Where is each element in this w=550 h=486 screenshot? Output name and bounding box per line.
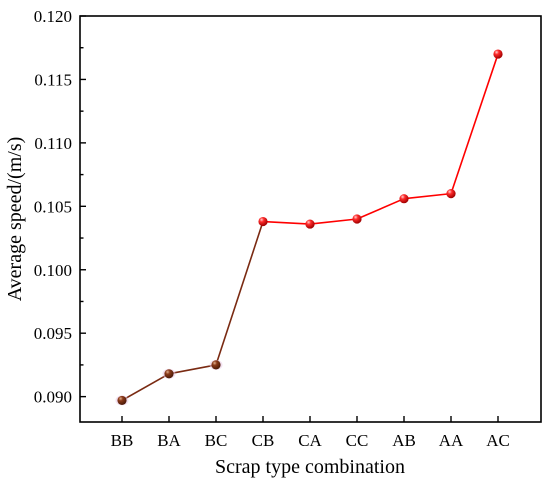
x-axis-title: Scrap type combination [215, 456, 405, 478]
series-line-segment [262, 220, 311, 225]
data-point [258, 216, 268, 227]
x-tick-label: CC [346, 431, 369, 450]
series-line-segment [121, 373, 170, 402]
series-line-segment [450, 53, 499, 194]
x-tick-label: CB [252, 431, 275, 450]
series-layer [121, 53, 499, 402]
x-tick-label: BC [205, 431, 228, 450]
y-tick-label: 0.110 [34, 134, 72, 153]
y-axis-title: Average speed/(m/s) [4, 137, 26, 302]
x-tick-label: AA [439, 431, 464, 450]
data-point [399, 194, 409, 204]
y-tick-label: 0.100 [34, 261, 72, 280]
plot-border [79, 15, 542, 423]
data-point [164, 369, 174, 379]
x-tick-label: BB [111, 431, 134, 450]
y-axis-ticks: 0.090 0.095 0.100 0.105 0.110 0.115 0.120 [34, 7, 86, 407]
data-point [211, 360, 221, 370]
series-line-segment [356, 197, 405, 220]
y-tick-label: 0.115 [34, 70, 72, 89]
series-line-segment [215, 221, 264, 366]
y-tick-label: 0.095 [34, 324, 72, 343]
x-axis-ticks: BB BA BC CB CA CC AB AA AC [111, 416, 510, 450]
data-point [493, 49, 503, 59]
x-tick-label: AC [486, 431, 510, 450]
data-point [352, 214, 362, 224]
y-tick-label: 0.105 [34, 197, 72, 216]
x-tick-label: CA [298, 431, 322, 450]
x-tick-label: BA [157, 431, 181, 450]
marker-layer [115, 49, 503, 406]
data-point [117, 395, 127, 406]
data-point [305, 219, 315, 229]
data-point [446, 189, 456, 199]
y-tick-label: 0.090 [34, 388, 72, 407]
x-tick-label: AB [392, 431, 416, 450]
series-line-segment [168, 364, 217, 375]
series-line-segment [403, 192, 452, 200]
series-line-segment [309, 218, 358, 225]
y-tick-label: 0.120 [34, 7, 72, 26]
plot-frame [79, 15, 542, 423]
